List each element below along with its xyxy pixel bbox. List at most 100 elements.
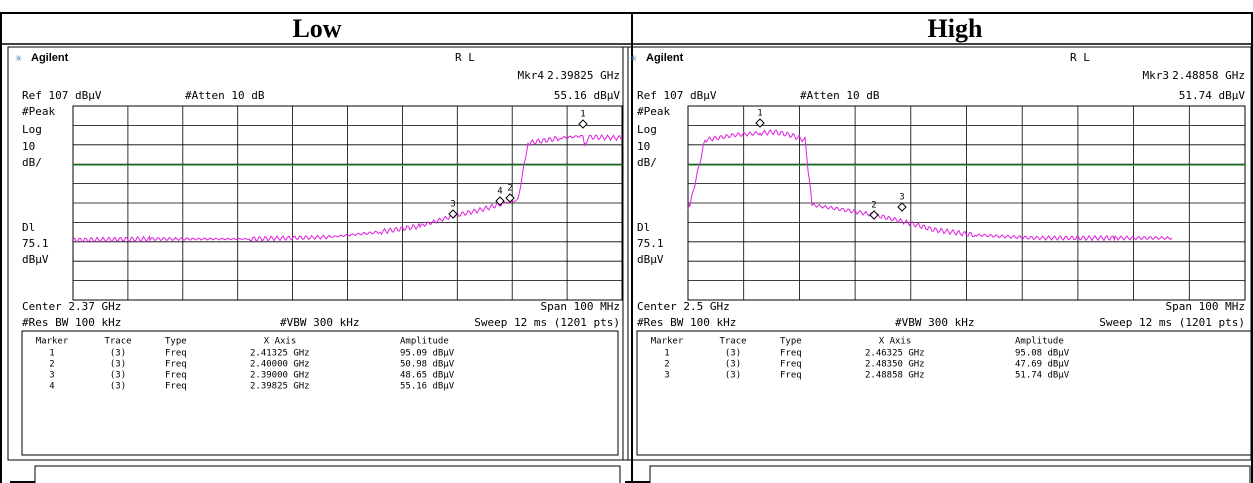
marker-amplitude: 51.74 dBµV [1179,89,1246,102]
side-label: Dl [637,221,650,234]
marker-diamond [755,118,765,128]
screen-frame [622,46,1252,461]
table-cell: (3) [110,360,126,370]
table-header: Amplitude [400,337,449,347]
marker-table-frame [636,330,1253,456]
marker-label: 1 [757,109,762,119]
table-cell: Freq [780,349,802,359]
table-cell: 47.69 dBµV [1015,360,1070,370]
table-cell: (3) [725,371,741,381]
marker-diamond [578,119,588,129]
marker-name: Mkr4 [518,69,545,82]
side-label: dBµV [637,253,664,266]
marker-diamond [505,193,515,203]
marker-label: 2 [507,184,512,194]
attenuation: #Atten 10 dB [800,89,880,102]
table-cell: Freq [780,360,802,370]
notes-box [34,465,621,483]
table-header: Trace [719,337,746,347]
marker-name: Mkr3 [1143,69,1170,82]
side-label: Log [22,123,42,136]
table-cell: 1 [664,349,669,359]
center-freq: Center 2.37 GHz [22,300,121,313]
ref-level: Ref 107 dBµV [22,89,102,102]
marker-label: 3 [899,193,904,203]
table-cell: 55.16 dBµV [400,382,455,392]
span: Span 100 MHz [1166,300,1245,313]
table-cell: 95.09 dBµV [400,349,455,359]
table-cell: 51.74 dBµV [1015,371,1070,381]
marker-diamond [495,196,505,206]
side-label: #Peak [22,105,55,118]
table-cell: 2.48858 GHz [865,371,925,381]
ref-level: Ref 107 dBµV [637,89,717,102]
attenuation: #Atten 10 dB [185,89,265,102]
side-label: 75.1 [22,237,49,250]
center-freq: Center 2.5 GHz [637,300,730,313]
vbw: #VBW 300 kHz [895,316,974,329]
side-label: dB/ [22,156,42,169]
side-label: Dl [22,221,35,234]
table-header: Marker [36,337,69,347]
marker-freq: 2.48858 GHz [1172,69,1245,82]
marker-freq: 2.39825 GHz [547,69,620,82]
side-label: dB/ [637,156,657,169]
sweep: Sweep 12 ms (1201 pts) [474,316,620,329]
marker-label: 1 [580,110,585,120]
table-cell: (3) [110,371,126,381]
table-header: Amplitude [1015,337,1064,347]
side-label: #Peak [637,105,670,118]
table-cell: 2.41325 GHz [250,349,310,359]
panel-title: High [928,14,983,43]
table-header: X Axis [264,337,297,347]
marker-amplitude: 55.16 dBµV [554,89,621,102]
side-label: 10 [22,140,35,153]
sweep: Sweep 12 ms (1201 pts) [1099,316,1245,329]
screen-frame [7,46,629,461]
marker-diamond [448,209,458,219]
brand: Agilent [31,52,69,64]
table-cell: 3 [49,371,54,381]
table-cell: 1 [49,349,54,359]
table-cell: (3) [110,349,126,359]
table-cell: Freq [165,349,187,359]
table-cell: Freq [165,371,187,381]
trace [72,134,623,243]
table-cell: (3) [725,360,741,370]
side-label: dBµV [22,253,49,266]
table-cell: 2.48350 GHz [865,360,925,370]
span: Span 100 MHz [541,300,620,313]
table-cell: Freq [780,371,802,381]
table-cell: 3 [664,371,669,381]
table-cell: 4 [49,382,54,392]
notes-box [649,465,1251,483]
marker-diamond [869,210,879,220]
table-cell: 48.65 dBµV [400,371,455,381]
side-label: 75.1 [637,237,664,250]
table-cell: 95.08 dBµV [1015,349,1070,359]
table-cell: 2 [664,360,669,370]
table-cell: Freq [165,360,187,370]
trace [687,128,1173,242]
marker-label: 2 [871,201,876,211]
marker-label: 4 [497,187,502,197]
table-cell: 2 [49,360,54,370]
table-header: Type [780,337,802,347]
table-header: Type [165,337,187,347]
table-cell: 50.98 dBµV [400,360,455,370]
brand: Agilent [646,52,684,64]
mode: R L [455,51,475,64]
table-cell: 2.40000 GHz [250,360,310,370]
table-header: X Axis [879,337,912,347]
star-icon: ✳ [630,51,637,65]
table-cell: 2.39825 GHz [250,382,310,392]
star-icon: ✳ [15,51,22,65]
table-header: Marker [651,337,684,347]
table-header: Trace [104,337,131,347]
side-label: 10 [637,140,650,153]
table-cell: 2.39000 GHz [250,371,310,381]
panel-title: Low [292,14,341,43]
table-cell: (3) [725,349,741,359]
